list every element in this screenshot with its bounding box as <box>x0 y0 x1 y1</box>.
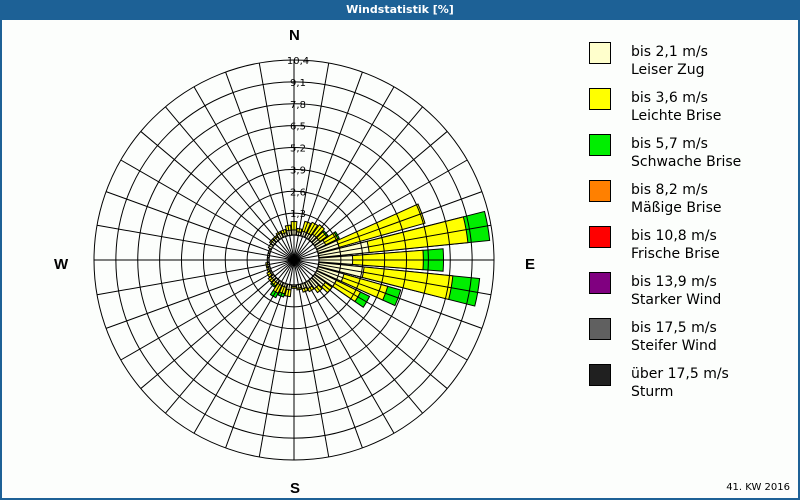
legend-speed: bis 10,8 m/s <box>631 228 717 244</box>
legend-name: Frische Brise <box>631 246 720 262</box>
compass-north-label: N <box>289 27 300 44</box>
legend-swatch <box>589 88 611 110</box>
legend-name: Leiser Zug <box>631 62 705 78</box>
legend-speed: bis 2,1 m/s <box>631 44 708 60</box>
compass-west-label: W <box>54 256 69 273</box>
radial-tick-label: 7,8 <box>290 100 306 111</box>
radial-tick-label: 1,3 <box>290 209 306 220</box>
legend-name: Leichte Brise <box>631 108 722 124</box>
radial-tick-label: 2,6 <box>290 187 306 198</box>
legend-speed: bis 5,7 m/s <box>631 136 708 152</box>
radial-tick-label: 10,4 <box>287 56 309 67</box>
radial-tick-label: 3,9 <box>290 165 306 176</box>
legend-speed: bis 3,6 m/s <box>631 90 708 106</box>
legend-speed: bis 17,5 m/s <box>631 320 717 336</box>
compass-east-label: E <box>525 256 536 273</box>
radial-tick-label: 6,5 <box>290 122 306 133</box>
legend-swatch <box>589 226 611 248</box>
wind-rose-chart: 1,3 2,6 3,9 5,2 6,5 7,8 9,1 10,4 <box>93 56 495 461</box>
radial-tick-label: 9,1 <box>290 78 306 89</box>
legend-name: Starker Wind <box>631 292 722 308</box>
legend-speed: bis 13,9 m/s <box>631 274 717 290</box>
legend-swatch <box>589 272 611 294</box>
legend-speed: über 17,5 m/s <box>631 366 729 382</box>
wind-rose-grid <box>93 59 495 461</box>
legend-name: Schwache Brise <box>631 154 742 170</box>
legend-swatch <box>589 180 611 202</box>
window-title: Windstatistik [%] <box>0 0 800 20</box>
radial-tick-labels: 1,3 2,6 3,9 5,2 6,5 7,8 9,1 10,4 <box>287 56 309 220</box>
period-label: 41. KW 2016 <box>726 482 790 493</box>
legend-swatch <box>589 42 611 64</box>
legend-name: Mäßige Brise <box>631 200 722 216</box>
compass-south-label: S <box>290 480 301 497</box>
legend-name: Steifer Wind <box>631 338 717 354</box>
legend-swatch <box>589 318 611 340</box>
legend-swatch <box>589 364 611 386</box>
legend-swatch <box>589 134 611 156</box>
radial-tick-label: 5,2 <box>290 144 306 155</box>
legend-speed: bis 8,2 m/s <box>631 182 708 198</box>
legend-name: Sturm <box>631 384 674 400</box>
